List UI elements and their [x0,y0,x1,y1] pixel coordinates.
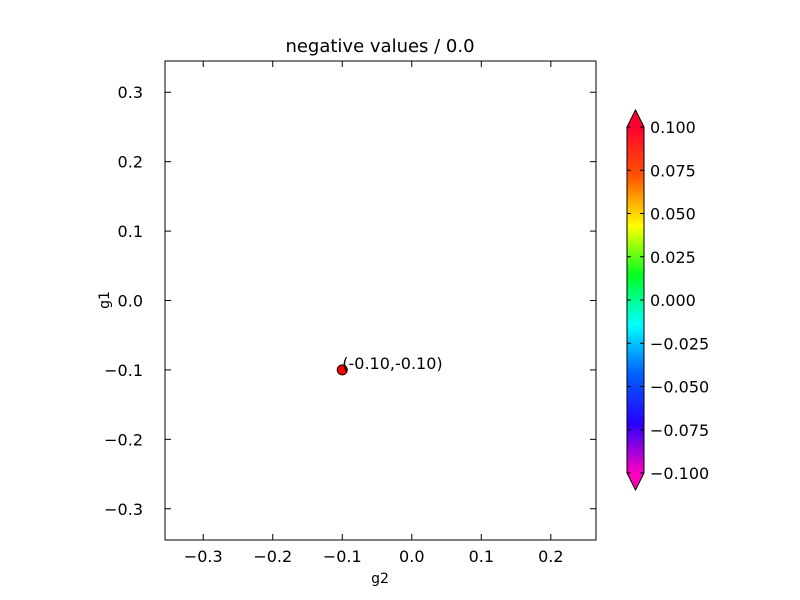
colorbar-tick-label: −0.050 [650,378,709,397]
y-tick-label: −0.2 [104,430,143,449]
y-tick-label: −0.3 [104,500,143,519]
x-axis-label: g2 [371,571,389,587]
y-tick-label: 0.0 [118,292,143,311]
colorbar-gradient [627,127,644,473]
x-tick-label: −0.2 [253,547,292,566]
y-axis: 0.3 0.2 0.1 0.0 −0.1 −0.2 −0.3 [104,83,596,519]
point-annotation: (-0.10,-0.10) [342,354,442,373]
colorbar-extend-min [627,473,644,490]
colorbar-tick-label: −0.100 [650,464,709,483]
x-tick-label: 0.1 [469,547,494,566]
y-tick-label: 0.3 [118,83,143,102]
x-tick-label: 0.2 [538,547,563,566]
plot-area [164,60,597,541]
y-tick-label: 0.2 [118,153,143,172]
chart-title: negative values / 0.0 [285,36,474,57]
y-tick-label: 0.1 [118,222,143,241]
colorbar-tick-label: 0.100 [650,118,696,137]
scatter-point [336,364,348,376]
colorbar-tick-label: −0.075 [650,421,709,440]
scatter-points: (-0.10,-0.10) [336,354,443,376]
colorbar: 0.100 0.075 0.050 0.025 0.000 −0.025 −0.050 −0.… [626,108,709,492]
colorbar-extend-max [627,110,644,127]
y-tick-label: −0.1 [104,361,143,380]
x-tick-label: 0.0 [399,547,424,566]
colorbar-tick-label: 0.075 [650,161,696,180]
colorbar-tick-label: 0.025 [650,248,696,267]
x-tick-label: −0.1 [323,547,362,566]
colorbar-tick-label: 0.050 [650,205,696,224]
x-axis: −0.3 −0.2 −0.1 0.0 0.1 0.2 [184,61,564,566]
y-axis-label: g1 [97,291,113,309]
colorbar-tick-label: −0.025 [650,334,709,353]
x-tick-label: −0.3 [184,547,223,566]
colorbar-tick-label: 0.000 [650,291,696,310]
